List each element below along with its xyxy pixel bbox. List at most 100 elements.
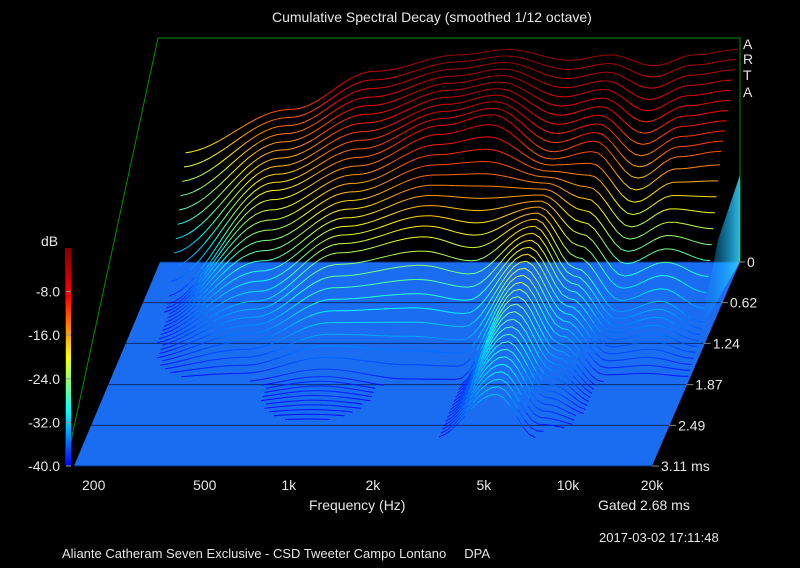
decay-trace-segment (352, 106, 360, 110)
decay-trace-segment (610, 279, 618, 287)
decay-trace-segment (429, 84, 437, 88)
decay-trace-segment (649, 139, 657, 144)
decay-trace-segment (551, 94, 559, 97)
decay-trace-segment (618, 317, 625, 320)
decay-trace-segment (292, 276, 300, 283)
decay-trace-segment (574, 369, 582, 378)
decay-trace-segment (522, 308, 530, 319)
decay-trace-segment (610, 222, 618, 232)
decay-trace-segment (303, 315, 311, 320)
decay-trace-segment (572, 375, 580, 383)
decay-trace-segment (642, 317, 649, 321)
decay-trace-segment (687, 330, 694, 335)
decay-trace-segment (289, 162, 297, 166)
decay-trace-segment (205, 301, 213, 308)
decay-trace-segment (397, 96, 405, 101)
decay-trace-segment (276, 236, 284, 240)
decay-trace-segment (626, 262, 633, 265)
decay-trace-segment (484, 314, 492, 327)
decay-trace-segment (503, 333, 511, 336)
decay-trace-segment (203, 157, 210, 162)
decay-trace-segment (678, 333, 686, 338)
decay-trace-segment (355, 89, 363, 93)
decay-trace-segment (203, 285, 212, 293)
decay-trace-segment (590, 299, 598, 310)
decay-trace-segment (684, 252, 691, 257)
decay-trace-segment (606, 189, 615, 200)
decay-trace-segment (374, 151, 382, 155)
decay-trace-segment (687, 124, 695, 127)
decay-trace-segment (470, 308, 478, 313)
decay-trace-segment (319, 215, 327, 221)
decay-trace-segment (197, 336, 205, 341)
decay-trace-segment (287, 238, 295, 244)
decay-trace-segment (438, 252, 446, 256)
decay-trace-segment (279, 354, 286, 359)
decay-trace-segment (255, 177, 263, 184)
decay-trace-segment (563, 199, 571, 206)
decay-trace-segment (541, 342, 550, 354)
decay-trace-segment (565, 190, 573, 195)
decay-trace-segment (547, 176, 555, 179)
decay-trace-segment (554, 412, 562, 416)
decay-trace-segment (342, 94, 350, 99)
decay-trace-segment (390, 230, 397, 234)
decay-trace-segment (477, 397, 485, 404)
decay-trace-segment (196, 160, 204, 165)
decay-trace-segment (527, 286, 535, 297)
decay-trace-segment (488, 68, 496, 71)
decay-trace-segment (226, 279, 234, 285)
decay-trace-segment (245, 308, 253, 311)
decay-trace-segment (516, 63, 523, 67)
decay-trace-segment (160, 347, 168, 350)
decay-trace-segment (683, 74, 690, 77)
decay-trace-segment (475, 364, 484, 377)
decay-trace-segment (558, 58, 565, 61)
decay-trace-segment (575, 392, 583, 399)
decay-trace-segment (187, 375, 195, 377)
decay-trace-segment (266, 296, 274, 300)
decay-trace-segment (655, 275, 662, 278)
decay-trace-segment (499, 101, 507, 105)
decay-trace-segment (558, 269, 566, 280)
decay-trace-segment (334, 201, 341, 205)
decay-trace-segment (283, 195, 290, 199)
decay-trace-segment (224, 230, 233, 241)
decay-trace-segment (572, 119, 579, 123)
decay-trace-segment (557, 194, 565, 201)
decay-trace-segment (667, 352, 675, 356)
decay-trace-segment (611, 316, 619, 320)
decay-trace-segment (458, 402, 466, 412)
decay-trace-segment (172, 301, 180, 307)
decay-trace-segment (185, 151, 193, 154)
decay-trace-segment (338, 396, 345, 398)
decay-trace-segment (613, 144, 621, 154)
decay-trace-segment (629, 350, 636, 353)
decay-trace-segment (291, 382, 299, 385)
decay-trace-segment (188, 276, 196, 285)
decay-trace-segment (457, 258, 465, 261)
decay-trace-segment (559, 364, 567, 370)
decay-trace-segment (456, 271, 463, 274)
decay-trace-segment (522, 346, 530, 360)
decay-trace-segment (582, 335, 590, 346)
decay-trace-segment (591, 80, 599, 84)
decay-trace-segment (561, 114, 568, 116)
decay-trace-segment (601, 283, 610, 293)
decay-trace-segment (349, 383, 357, 386)
decay-trace-segment (516, 274, 524, 278)
decay-trace-segment (460, 60, 467, 63)
decay-trace-segment (404, 217, 412, 220)
decay-trace-segment (691, 104, 698, 107)
decay-trace-segment (388, 136, 396, 142)
z-tick-label: -32.0 (28, 414, 60, 430)
decay-trace-segment (663, 120, 671, 126)
x-axis-label: Frequency (Hz) (309, 497, 406, 513)
decay-trace-segment (421, 93, 429, 98)
decay-trace-segment (384, 69, 392, 72)
decay-trace-segment (586, 384, 595, 390)
decay-trace-segment (281, 108, 289, 111)
decay-trace-segment (454, 140, 462, 144)
decay-trace-segment (411, 111, 419, 116)
decay-trace-segment (692, 339, 699, 341)
